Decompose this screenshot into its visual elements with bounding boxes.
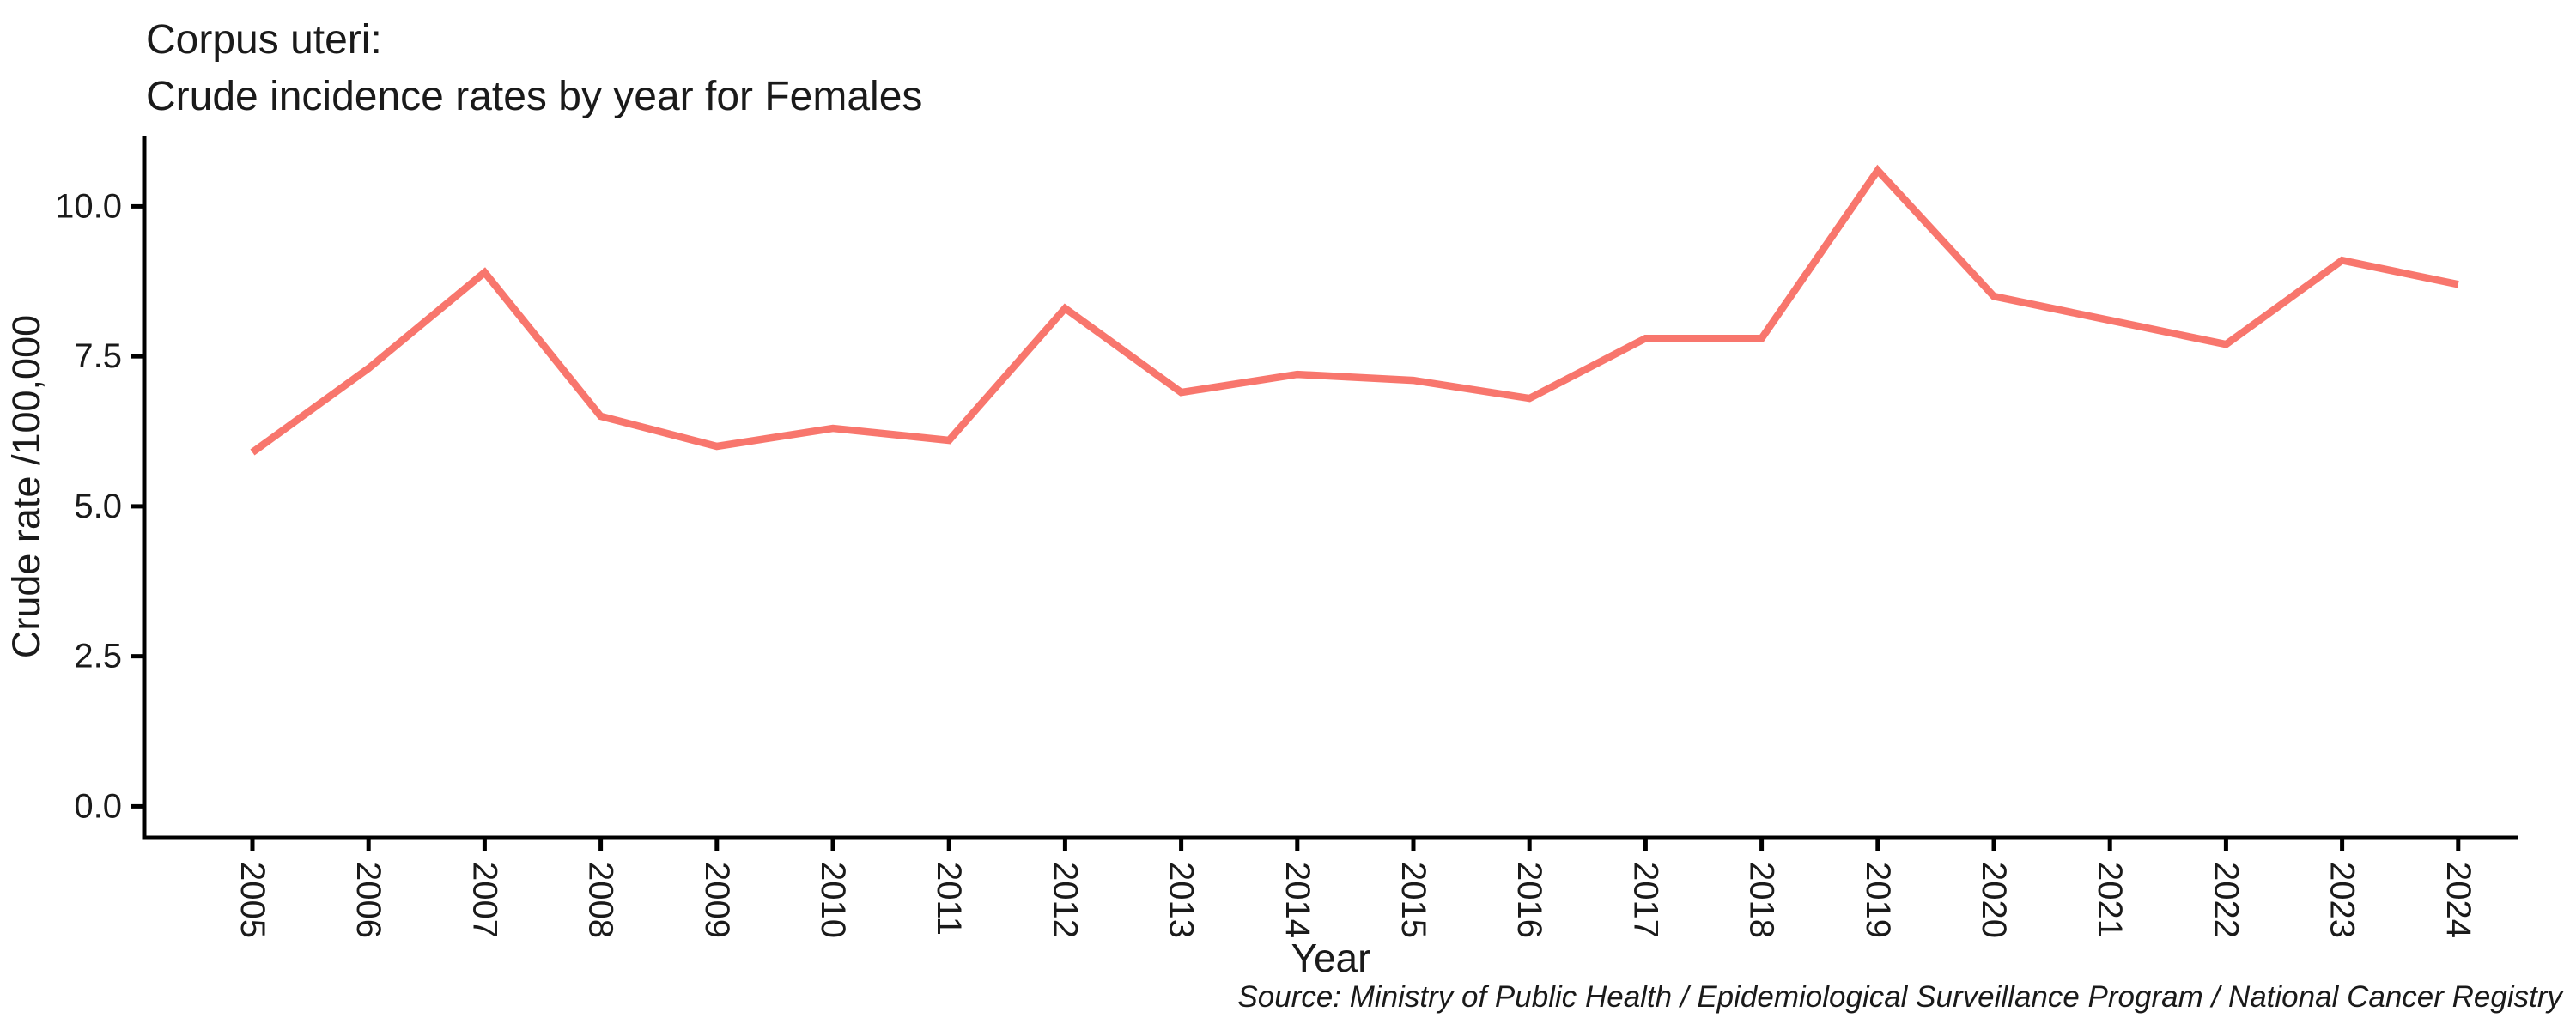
x-tick-label: 2009	[698, 862, 736, 938]
x-tick-label: 2006	[349, 862, 387, 938]
x-tick-label: 2022	[2207, 862, 2245, 938]
x-tick-label: 2011	[930, 862, 968, 936]
y-axis-title: Crude rate /100,000	[4, 315, 48, 658]
incidence-line	[250, 164, 2459, 456]
x-tick-label: 2023	[2324, 862, 2361, 938]
x-tick-label: 2015	[1394, 862, 1432, 938]
chart-title-block: Corpus uteri: Crude incidence rates by y…	[146, 12, 922, 125]
y-tick-label: 10.0	[55, 187, 122, 225]
x-tick-label: 2017	[1626, 862, 1664, 938]
x-tick-label: 2020	[1975, 862, 2013, 938]
y-tick-label: 2.5	[74, 638, 122, 676]
chart-title: Corpus uteri:	[146, 17, 382, 63]
source-note: Source: Ministry of Public Health / Epid…	[1237, 980, 2562, 1014]
x-tick-label: 2024	[2439, 862, 2477, 938]
x-axis-title: Year	[1291, 936, 1371, 980]
x-tick-label: 2010	[814, 862, 852, 938]
x-tick-label: 2014	[1279, 862, 1316, 938]
y-tick-label: 0.0	[74, 787, 122, 825]
x-tick-label: 2013	[1163, 862, 1200, 938]
x-tick-label: 2012	[1046, 862, 1084, 938]
x-tick-label: 2019	[1859, 862, 1897, 938]
y-tick-label: 7.5	[74, 337, 122, 375]
x-tick-label: 2007	[465, 862, 503, 938]
y-tick-label: 5.0	[74, 488, 122, 525]
x-tick-label: 2021	[2091, 862, 2129, 938]
x-tick-label: 2005	[234, 862, 271, 938]
x-tick-label: 2016	[1510, 862, 1548, 938]
x-tick-label: 2008	[582, 862, 620, 938]
x-tick-label: 2018	[1743, 862, 1781, 938]
chart-subtitle: Crude incidence rates by year for Female…	[146, 74, 923, 119]
